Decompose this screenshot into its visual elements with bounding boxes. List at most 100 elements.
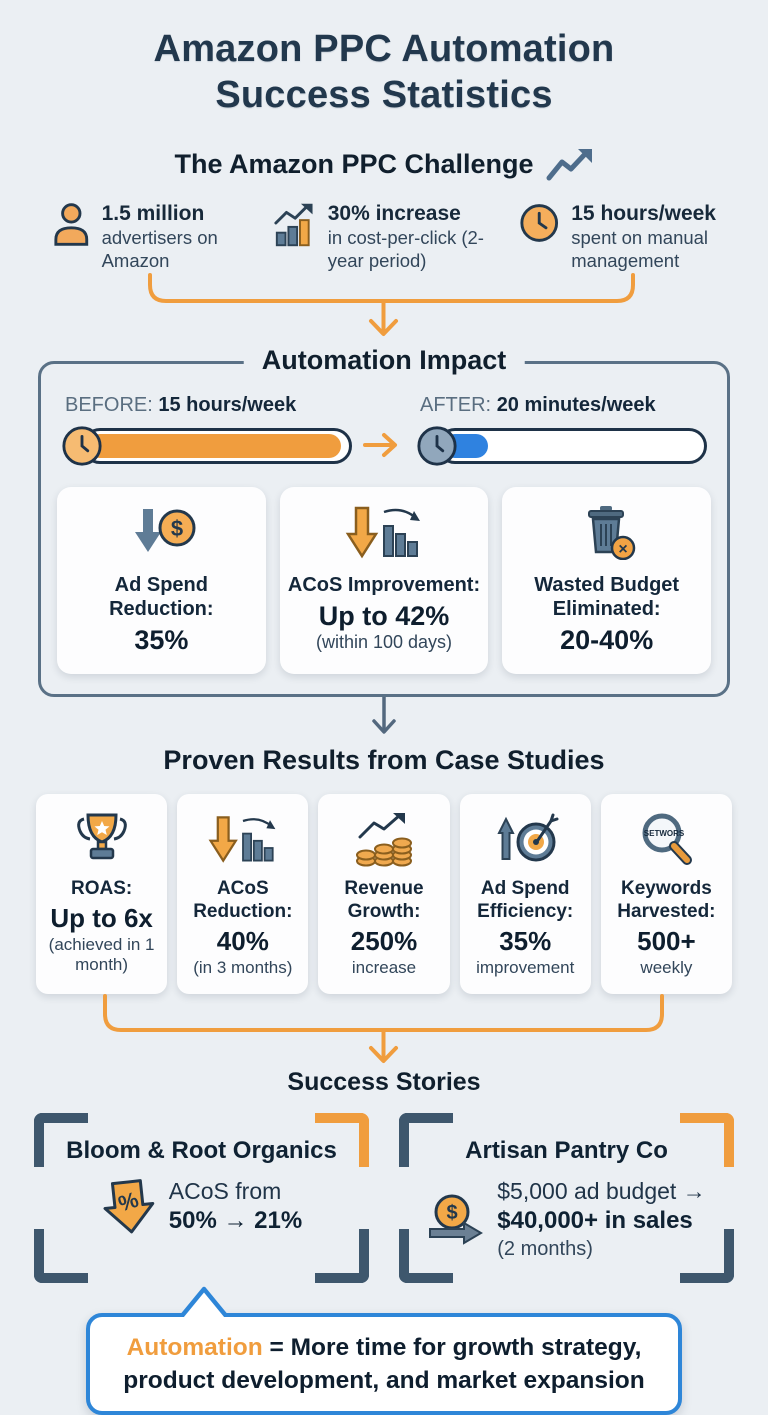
story-name: Artisan Pantry Co	[465, 1136, 668, 1164]
bracket-corner	[680, 1112, 734, 1167]
stat-desc: spent on manual management	[571, 226, 709, 271]
trend-up-icon	[546, 148, 592, 181]
bracket-corner	[34, 1112, 88, 1167]
magnifier-icon: SETWORS	[642, 813, 693, 866]
card-sub: increase	[351, 957, 417, 977]
story-line: 50% → 21%	[168, 1207, 303, 1235]
callout-wrap: Automation = More time for growth strate…	[86, 1286, 682, 1415]
card-value: 20-40%	[560, 625, 654, 656]
stat-advertisers: 1.5 million advertisers on Amazon	[52, 201, 246, 273]
card-title: ROAS:	[70, 878, 133, 900]
clock-icon	[62, 426, 102, 466]
percent-down-icon: %	[103, 1179, 155, 1234]
coin-stacks-icon	[356, 813, 412, 867]
dollar-down-icon: $	[135, 508, 196, 552]
card-title: Ad Spend Efficiency:	[477, 878, 574, 923]
card-keywords-harvested: SETWORS Keywords Harvested: 500+ weekly	[600, 794, 733, 994]
person-icon	[54, 202, 89, 246]
stat-hours: 15 hours/week spent on manual management	[518, 201, 716, 273]
before-after-bars: BEFORE: 15 hours/week	[57, 394, 711, 467]
clock-icon	[417, 426, 457, 466]
stories-heading: Success Stories	[287, 1067, 481, 1096]
dollar-glyph: $	[171, 516, 183, 541]
challenge-heading: The Amazon PPC Challenge	[0, 147, 768, 183]
card-ad-spend-efficiency: Ad Spend Efficiency: 35% improvement	[459, 794, 591, 994]
automation-impact-box: Automation Impact BEFORE: 15 hours/week	[38, 344, 730, 698]
card-value: Up to 42%	[318, 601, 450, 632]
stories-row: Bloom & Root Organics % ACoS from 50% → …	[34, 1112, 734, 1283]
card-title: Keywords Harvested:	[617, 878, 716, 923]
before-label-value: 15 hours/week	[158, 393, 297, 416]
card-title: Revenue Growth:	[344, 878, 424, 923]
declining-bars-icon	[208, 816, 276, 864]
bracket-corner	[34, 1228, 88, 1283]
card-revenue-growth: Revenue Growth: 250% increase	[318, 794, 450, 994]
before-label: BEFORE: 15 hours/week	[65, 394, 352, 417]
card-title: Wasted Budget Eliminated:	[534, 573, 680, 621]
after-bar-block: AFTER: 20 minutes/week	[416, 394, 707, 467]
challenge-heading-text: The Amazon PPC Challenge	[174, 149, 534, 180]
right-arrow-icon	[363, 433, 397, 458]
callout-box: Automation = More time for growth strate…	[86, 1312, 682, 1415]
bracket-corner	[315, 1228, 369, 1283]
before-bar-block: BEFORE: 15 hours/week	[61, 394, 352, 467]
after-label: AFTER: 20 minutes/week	[420, 394, 707, 417]
before-progress-bar	[82, 427, 352, 464]
speech-pointer	[179, 1286, 229, 1317]
story-line: $40,000+ in sales	[497, 1207, 693, 1235]
card-value: 35%	[134, 625, 189, 656]
card-ad-spend-reduction: $ Ad Spend Reduction: 35%	[57, 486, 266, 675]
stat-cpc-increase: 30% increase in cost-per-click (2-year p…	[272, 201, 491, 273]
target-up-icon	[497, 813, 559, 862]
clock-icon	[520, 203, 558, 242]
stat-desc: in cost-per-click (2-year period)	[327, 226, 484, 271]
impact-cards: $ Ad Spend Reduction: 35%	[57, 486, 712, 675]
bracket-corner	[315, 1112, 369, 1167]
card-value: 500+	[637, 926, 696, 956]
title-line-1: Amazon PPC Automation	[153, 28, 615, 70]
challenge-stats: 1.5 million advertisers on Amazon 30% in…	[52, 201, 716, 273]
after-progress-bar	[437, 427, 707, 464]
impact-heading: Automation Impact	[243, 344, 525, 376]
before-label-prefix: BEFORE:	[65, 393, 153, 416]
card-acos-improvement: ACoS Improvement: Up to 42% (within 100 …	[279, 486, 489, 675]
connector-bracket-bottom	[103, 993, 664, 1063]
card-value: Up to 6x	[50, 903, 153, 934]
callout-highlight: Automation	[126, 1333, 263, 1361]
page-title: Amazon PPC Automation Success Statistics	[0, 26, 768, 119]
bracket-corner	[399, 1112, 453, 1167]
card-sub: (in 3 months)	[193, 957, 293, 977]
stat-value: 30% increase	[327, 201, 461, 225]
story-line: ACoS from	[168, 1177, 282, 1204]
card-title: Ad Spend Reduction:	[109, 573, 214, 621]
case-study-cards: ROAS: Up to 6x (achieved in 1 month) ACo…	[36, 794, 733, 994]
story-line: (2 months)	[497, 1238, 593, 1261]
infographic-page: Amazon PPC Automation Success Statistics…	[0, 26, 768, 1415]
rising-chart-icon	[274, 203, 313, 246]
case-studies-heading: Proven Results from Case Studies	[163, 745, 605, 776]
trash-icon: ×	[587, 505, 635, 560]
card-value: 40%	[216, 926, 269, 956]
magnifier-text: SETWORS	[644, 829, 685, 838]
trophy-icon	[76, 813, 127, 860]
stat-value: 1.5 million	[101, 201, 205, 225]
card-value: 250%	[350, 926, 418, 956]
before-progress-fill	[88, 433, 342, 458]
card-title: ACoS Reduction:	[193, 878, 293, 923]
stat-value: 15 hours/week	[571, 201, 716, 225]
connector-bracket-top	[148, 272, 635, 336]
story-artisan-pantry: Artisan Pantry Co $ $5,000 ad budget → $…	[399, 1112, 734, 1283]
stat-desc: advertisers on Amazon	[101, 226, 218, 271]
declining-bars-icon	[345, 506, 420, 558]
story-name: Bloom & Root Organics	[66, 1136, 337, 1164]
card-sub: improvement	[476, 957, 575, 977]
card-sub: (achieved in 1 month)	[48, 934, 155, 975]
after-label-value: 20 minutes/week	[496, 393, 656, 416]
x-glyph: ×	[618, 541, 627, 558]
card-sub: weekly	[640, 957, 693, 977]
down-arrow-icon	[372, 697, 396, 735]
card-title: ACoS Improvement:	[287, 573, 481, 596]
story-bloom-root: Bloom & Root Organics % ACoS from 50% → …	[34, 1112, 369, 1283]
bracket-corner	[680, 1228, 734, 1283]
card-value: 35%	[499, 926, 552, 956]
